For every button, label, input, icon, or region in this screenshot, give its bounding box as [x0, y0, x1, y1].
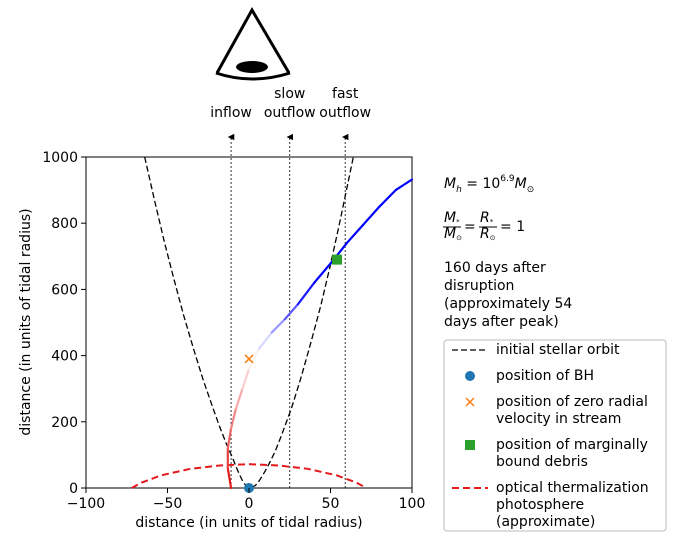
svg-text:R⊙: R⊙ — [480, 226, 496, 242]
legend-label: optical thermalization — [496, 480, 649, 496]
time-annotation-line: disruption — [444, 278, 514, 294]
y-tick-label: 200 — [51, 415, 78, 431]
y-tick-label: 600 — [51, 282, 78, 298]
stream-segment — [247, 347, 260, 370]
legend-entry: initial stellar orbit — [452, 342, 620, 358]
y-tick-label: 800 — [51, 216, 78, 232]
y-tick-label: 1000 — [42, 150, 78, 166]
stream-segment — [362, 205, 381, 226]
y-axis-label: distance (in units of tidal radius) — [18, 208, 34, 435]
legend: initial stellar orbit position of BH posit… — [443, 339, 667, 532]
eye-icon — [215, 6, 291, 81]
plot-area — [85, 156, 413, 489]
stream-segment — [313, 258, 335, 284]
observer-label-1: slow — [274, 86, 305, 102]
x-tick-label: −50 — [153, 496, 183, 512]
svg-text:M⊙: M⊙ — [444, 226, 462, 242]
y-axis-ticks: 0 200 400 600 800 1000 — [42, 150, 86, 497]
series-layer — [131, 156, 414, 490]
stream-segment — [283, 303, 299, 321]
mass-annotation: Mh = 106.9M⊙ — [444, 174, 534, 195]
legend-box — [443, 339, 667, 532]
svg-text:Mh = 106.9M⊙: Mh = 106.9M⊙ — [444, 174, 534, 195]
ratio-annotation: M* M⊙ = R* R⊙ = 1 — [443, 210, 525, 242]
legend-label: photosphere — [496, 497, 584, 513]
x-tick-label: −100 — [67, 496, 105, 512]
legend-label: initial stellar orbit — [496, 342, 620, 358]
observer-label-1: outflow — [264, 105, 316, 121]
time-annotation-line: days after peak) — [444, 314, 559, 330]
marker-layer — [244, 254, 343, 493]
stream-segment — [345, 223, 365, 245]
svg-text:=: = — [464, 219, 476, 235]
svg-text:M*: M* — [444, 210, 460, 226]
stream-segment — [270, 318, 286, 334]
x-tick-label: 0 — [245, 496, 254, 512]
x-axis-label: distance (in units of tidal radius) — [135, 515, 362, 531]
stream-segment — [394, 178, 414, 192]
observer-label-0: inflow — [210, 105, 252, 121]
x-axis-ticks: −100 −50 0 50 100 — [67, 488, 426, 512]
x-tick-label: 100 — [399, 496, 426, 512]
svg-text:= 1: = 1 — [500, 219, 525, 235]
observer-label-2: fast — [332, 86, 359, 102]
observer-lines: inflow slow outflow fast outflow — [210, 86, 371, 488]
legend-entry: position of BH — [465, 368, 594, 384]
legend-label: position of marginally — [496, 437, 648, 453]
y-tick-label: 0 — [69, 481, 78, 497]
stream-segment — [241, 367, 251, 390]
legend-entry: optical thermalizationphotosphere(approx… — [452, 480, 649, 530]
svg-text:R*: R* — [480, 210, 494, 226]
stream-segment — [296, 281, 316, 306]
series-line-1 — [131, 463, 367, 489]
time-annotation-line: 160 days after — [444, 260, 546, 276]
stream-segment — [234, 387, 244, 410]
stream-segment — [378, 189, 397, 208]
marker-marginally-bound — [332, 254, 343, 265]
y-tick-label: 400 — [51, 349, 78, 365]
series-line-0 — [144, 156, 354, 488]
observer-label-2: outflow — [319, 105, 371, 121]
legend-label: position of BH — [496, 368, 594, 384]
legend-label: position of zero radial — [496, 394, 648, 410]
stream-segment — [257, 331, 273, 351]
marker-zero-velocity — [244, 354, 254, 364]
stream-segment — [226, 467, 233, 490]
legend-label: bound debris — [496, 454, 588, 470]
legend-label: velocity in stream — [496, 411, 621, 427]
stream-segment — [226, 427, 233, 450]
legend-label: (approximate) — [496, 514, 595, 530]
time-annotation: 160 days after disruption (approximately 5… — [444, 260, 572, 330]
x-tick-label: 50 — [322, 496, 340, 512]
stream-segment — [229, 407, 238, 430]
time-annotation-line: (approximately 54 — [444, 296, 572, 312]
